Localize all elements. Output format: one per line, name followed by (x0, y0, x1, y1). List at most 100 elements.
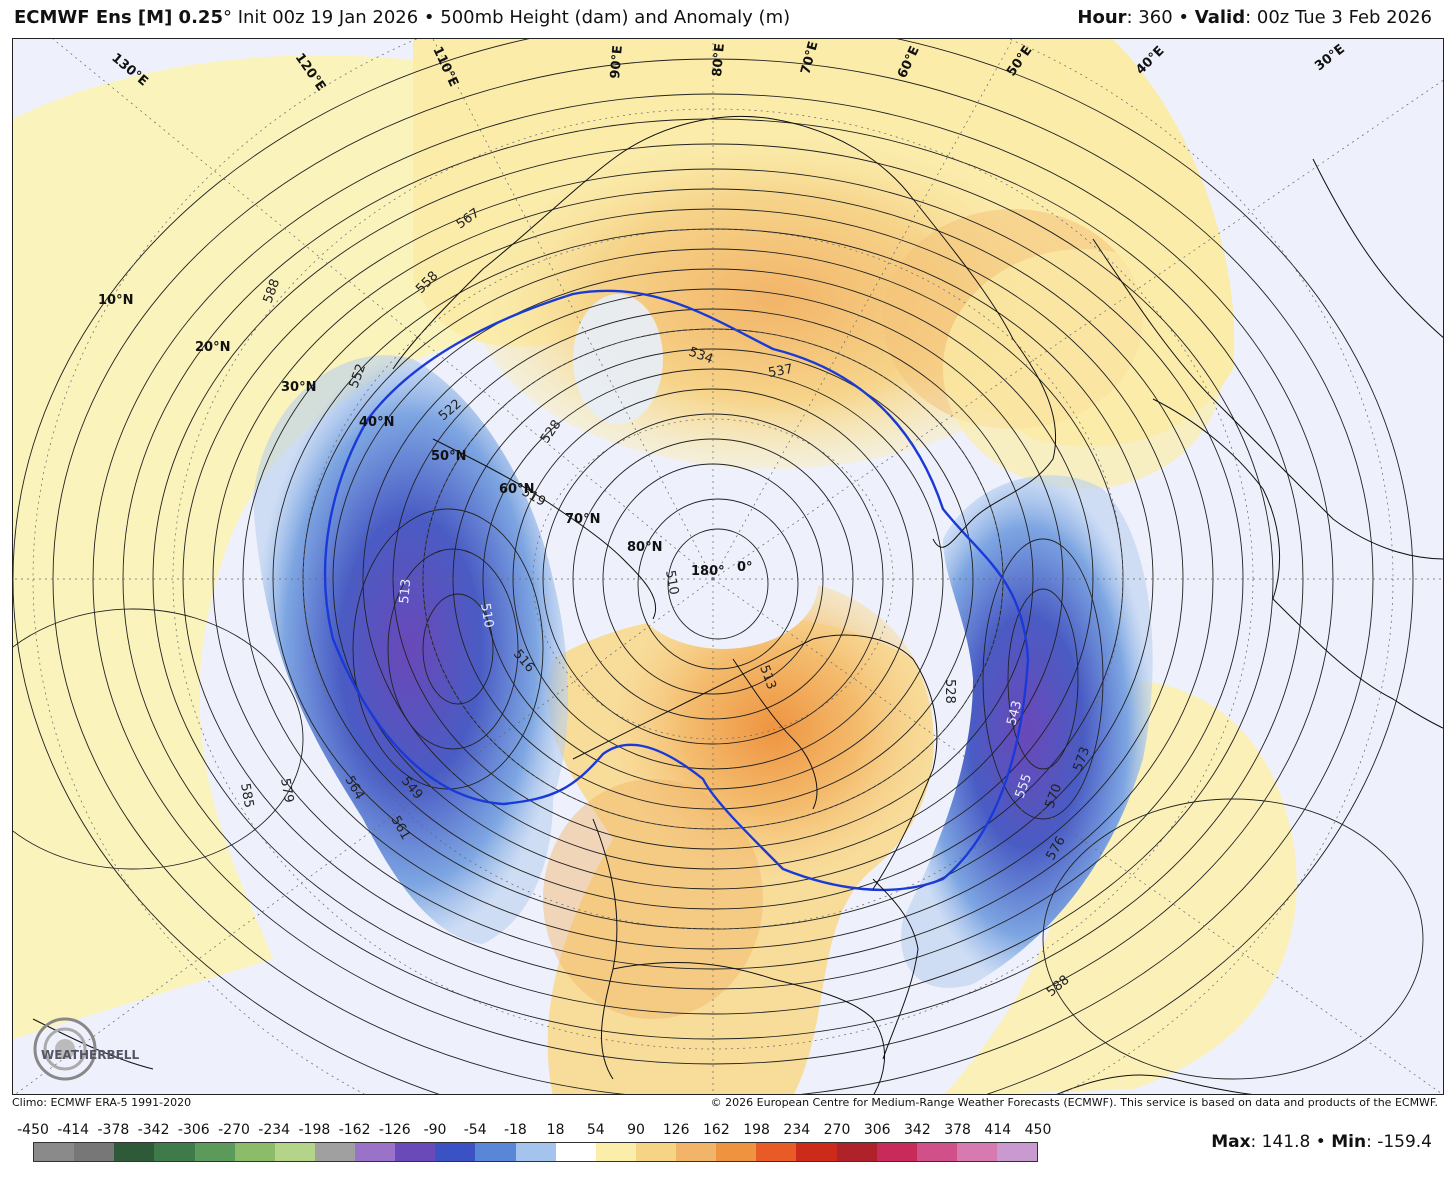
latitude-label: 30°N (281, 380, 316, 395)
contour-label: 513 (397, 578, 414, 604)
colorbar-swatch (154, 1143, 195, 1161)
anomaly-colorbar: -450 -414 -378 -342 -306 -270 -234 -198 -162 -126… (17, 1118, 1052, 1168)
colorbar-tick-label: -54 (463, 1122, 487, 1138)
colorbar-swatch (314, 1143, 355, 1161)
valid-value: : 00z Tue 3 Feb 2026 (1245, 7, 1432, 28)
colorbar-tick-label: -450 (17, 1122, 49, 1138)
colorbar-tick-label: 270 (823, 1122, 851, 1138)
coastlines (32, 115, 1443, 1094)
colorbar-tick-label: -18 (503, 1122, 527, 1138)
logo-text: WEATHERBELL (41, 1048, 139, 1062)
separator-bullet-2: • (1178, 7, 1190, 28)
colorbar-tick-label: 450 (1024, 1122, 1052, 1138)
map-panel[interactable]: 588 585 579 564 561 549 513 510 516 552 … (12, 38, 1444, 1095)
colorbar-swatch (956, 1143, 997, 1161)
colorbar-swatch (355, 1143, 396, 1161)
longitude-label: 30°E (1312, 42, 1348, 74)
init-time: Init 00z 19 Jan 2026 (237, 7, 419, 28)
colorbar-swatch (635, 1143, 676, 1161)
map-title: ECMWF Ens [M] 0.25° Init 00z 19 Jan 2026… (14, 7, 790, 28)
colorbar-swatch (234, 1143, 275, 1161)
colorbar-swatch (74, 1143, 115, 1161)
colorbar-tick-label: -414 (57, 1122, 90, 1138)
valid-time: Hour: 360 • Valid: 00z Tue 3 Feb 2026 (1077, 7, 1432, 28)
contour-label: 537 (767, 362, 794, 381)
colorbar-swatch (274, 1143, 315, 1161)
colorbar-swatch (114, 1143, 155, 1161)
polar-map-svg[interactable]: 588 585 579 564 561 549 513 510 516 552 … (13, 39, 1444, 1095)
colorbar-swatch (676, 1143, 717, 1161)
negative-anomaly-lobes (253, 294, 1153, 988)
field-description: 500mb Height (dam) and Anomaly (m) (440, 7, 791, 28)
colorbar-tick-label: -234 (258, 1122, 291, 1138)
colorbar-swatches (33, 1142, 1038, 1162)
latitude-label: 10°N (98, 293, 133, 308)
max-min-stats: Max: 141.8 • Min: -159.4 (1211, 1132, 1432, 1152)
colorbar-swatch (716, 1143, 757, 1161)
colorbar-tick-label: -306 (177, 1122, 210, 1138)
colorbar-tick-label: -90 (423, 1122, 447, 1138)
colorbar-swatch (435, 1143, 476, 1161)
longitude-label: 0° (737, 560, 753, 575)
contour-label: 510 (662, 569, 681, 596)
latitude-label: 40°N (359, 415, 394, 430)
colorbar-tick-label: 234 (783, 1122, 811, 1138)
latitude-label: 60°N (499, 482, 534, 497)
colorbar-swatch (194, 1143, 235, 1161)
contour-label: 579 (277, 777, 296, 804)
colorbar-tick-label: 90 (627, 1122, 645, 1138)
colorbar-swatch (395, 1143, 436, 1161)
colorbar-tick-label: 198 (743, 1122, 770, 1138)
colorbar-tick-label: -270 (218, 1122, 250, 1138)
colorbar-swatch (916, 1143, 957, 1161)
colorbar-tick-label: -162 (338, 1122, 371, 1138)
graticule (13, 39, 1443, 1094)
contour-label: 528 (942, 679, 957, 704)
latitude-label: 50°N (431, 449, 466, 464)
colorbar-tick-label: -342 (137, 1122, 170, 1138)
colorbar-tick-label: -378 (97, 1122, 130, 1138)
degree-symbol: ° (222, 7, 232, 28)
colorbar-tick-label: -126 (378, 1122, 411, 1138)
separator-bullet: • (423, 7, 435, 28)
latitude-label: 70°N (565, 512, 600, 527)
min-label: Min (1331, 1132, 1367, 1152)
separator-bullet-3: • (1315, 1132, 1326, 1152)
colorbar-tick-label: 126 (662, 1122, 690, 1138)
colorbar-swatch (515, 1143, 556, 1161)
max-value: : 141.8 (1250, 1132, 1311, 1152)
highlight-contour (323, 289, 1030, 892)
longitude-label: 90°E (608, 45, 626, 80)
colorbar-swatch (876, 1143, 917, 1161)
longitude-label: 40°E (1133, 44, 1167, 78)
colorbar-tick-label: 414 (984, 1122, 1012, 1138)
max-label: Max (1211, 1132, 1251, 1152)
latitude-label: 80°N (627, 540, 662, 555)
colorbar-tick-label: 378 (944, 1122, 971, 1138)
weatherbell-logo: WEATHERBELL (33, 1017, 139, 1081)
climatology-note: Climo: ECMWF ERA-5 1991-2020 (12, 1096, 192, 1109)
latitude-label: 20°N (195, 340, 230, 355)
model-name: ECMWF Ens [M] 0.25 (14, 7, 223, 28)
colorbar-tick-label: -198 (298, 1122, 331, 1138)
colorbar-swatch (997, 1143, 1038, 1161)
latitude-labels: 10°N 20°N 30°N 40°N 50°N 60°N 70°N 80°N (98, 293, 662, 555)
colorbar-tick-label: 162 (703, 1122, 730, 1138)
colorbar-swatch (34, 1143, 75, 1161)
contour-label: 585 (237, 782, 256, 809)
colorbar-ticks: -450 -414 -378 -342 -306 -270 -234 -198 -162 -126… (17, 1118, 1052, 1140)
min-value: : -159.4 (1366, 1132, 1432, 1152)
colorbar-swatch (595, 1143, 636, 1161)
hour-label: Hour (1077, 7, 1127, 28)
map-header: ECMWF Ens [M] 0.25° Init 00z 19 Jan 2026… (0, 0, 1456, 38)
colorbar-tick-label: 18 (546, 1122, 565, 1138)
contour-label: 543 (1004, 699, 1025, 727)
colorbar-tick-label: 342 (904, 1122, 931, 1138)
copyright-note: © 2026 European Centre for Medium-Range … (710, 1096, 1438, 1109)
colorbar-swatch (475, 1143, 516, 1161)
valid-label: Valid (1194, 7, 1246, 28)
colorbar-tick-label: 54 (586, 1122, 605, 1138)
hour-value: : 360 (1126, 7, 1173, 28)
colorbar-swatch (555, 1143, 596, 1161)
longitude-label: 80°E (710, 43, 728, 78)
